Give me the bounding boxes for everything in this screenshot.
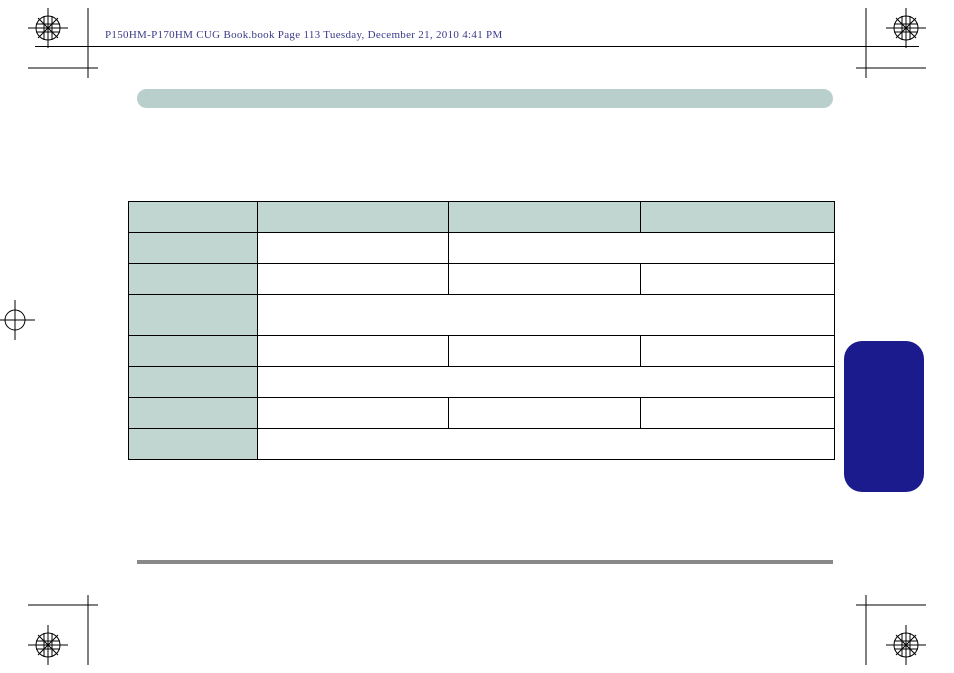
page-header-text: P150HM-P170HM CUG Book.book Page 113 Tue… <box>105 29 503 41</box>
table-cell <box>258 336 449 367</box>
table-cell <box>258 367 835 398</box>
table-row <box>129 295 835 336</box>
crop-mark-tl <box>28 8 98 78</box>
crop-mark-br <box>856 595 926 665</box>
table-cell <box>258 398 449 429</box>
table-cell <box>448 264 641 295</box>
table-rowlabel <box>129 264 258 295</box>
table-rowlabel <box>129 233 258 264</box>
spec-table <box>128 201 835 460</box>
title-bar <box>137 89 833 108</box>
table-row <box>129 233 835 264</box>
table-rowlabel <box>129 367 258 398</box>
table-header-cell <box>641 202 835 233</box>
table-rowlabel <box>129 429 258 460</box>
crop-mark-ml <box>0 300 35 340</box>
table-rowlabel <box>129 336 258 367</box>
table-cell <box>641 336 835 367</box>
table-cell <box>448 398 641 429</box>
crop-mark-tr <box>856 8 926 78</box>
table-cell <box>448 336 641 367</box>
table-cell <box>258 233 449 264</box>
table-row <box>129 398 835 429</box>
table-cell <box>258 295 835 336</box>
crop-mark-bl <box>28 595 98 665</box>
table-cell <box>258 264 449 295</box>
table-header-cell <box>129 202 258 233</box>
table-header-cell <box>258 202 449 233</box>
table-cell <box>258 429 835 460</box>
footer-divider <box>137 560 833 564</box>
table-rowlabel <box>129 295 258 336</box>
table-cell <box>641 264 835 295</box>
table-row <box>129 367 835 398</box>
table-cell <box>641 398 835 429</box>
table-row <box>129 264 835 295</box>
table-cell <box>448 233 834 264</box>
table-header-row <box>129 202 835 233</box>
section-tab <box>844 341 924 492</box>
header-divider <box>35 46 919 47</box>
table-rowlabel <box>129 398 258 429</box>
table-row <box>129 429 835 460</box>
table-header-cell <box>448 202 641 233</box>
table-row <box>129 336 835 367</box>
